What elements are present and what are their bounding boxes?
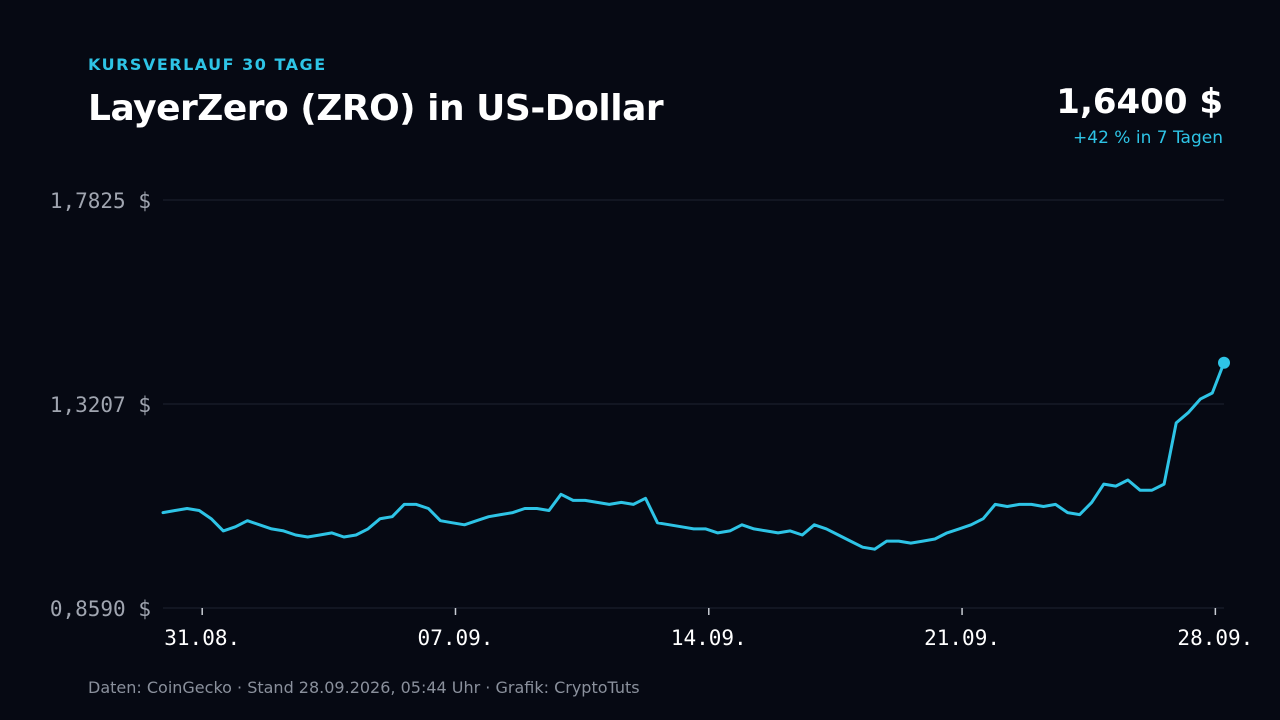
x-tick-label-1: 07.09. [418, 626, 494, 650]
source-footer: Daten: CoinGecko · Stand 28.09.2026, 05:… [88, 678, 640, 697]
grid-lines [163, 199, 1224, 609]
current-price-point [1218, 356, 1230, 369]
x-tick-label-3: 21.09. [924, 626, 1000, 650]
y-tick-label-1: 1,3207 $ [50, 393, 151, 417]
x-tick-label-4: 28.09. [1177, 626, 1253, 650]
chart-title: LayerZero (ZRO) in US-Dollar [88, 88, 664, 129]
chart-kicker: KURSVERLAUF 30 TAGE [88, 55, 327, 74]
y-axis-ticks: 1,7825 $ 1,3207 $ 0,8590 $ [50, 189, 151, 621]
price-line-series-0 [161, 361, 1226, 551]
x-tick-label-2: 14.09. [671, 626, 747, 650]
current-price: 1,6400 $ [1056, 82, 1223, 122]
price-change: +42 % in 7 Tagen [1073, 128, 1223, 148]
series-group [161, 356, 1230, 551]
x-axis-ticks: 31.08. 07.09. 14.09. 21.09. 28.09. [164, 608, 1253, 650]
y-tick-label-0: 1,7825 $ [50, 189, 151, 213]
y-tick-label-2: 0,8590 $ [50, 597, 151, 621]
x-tick-label-0: 31.08. [164, 626, 240, 650]
